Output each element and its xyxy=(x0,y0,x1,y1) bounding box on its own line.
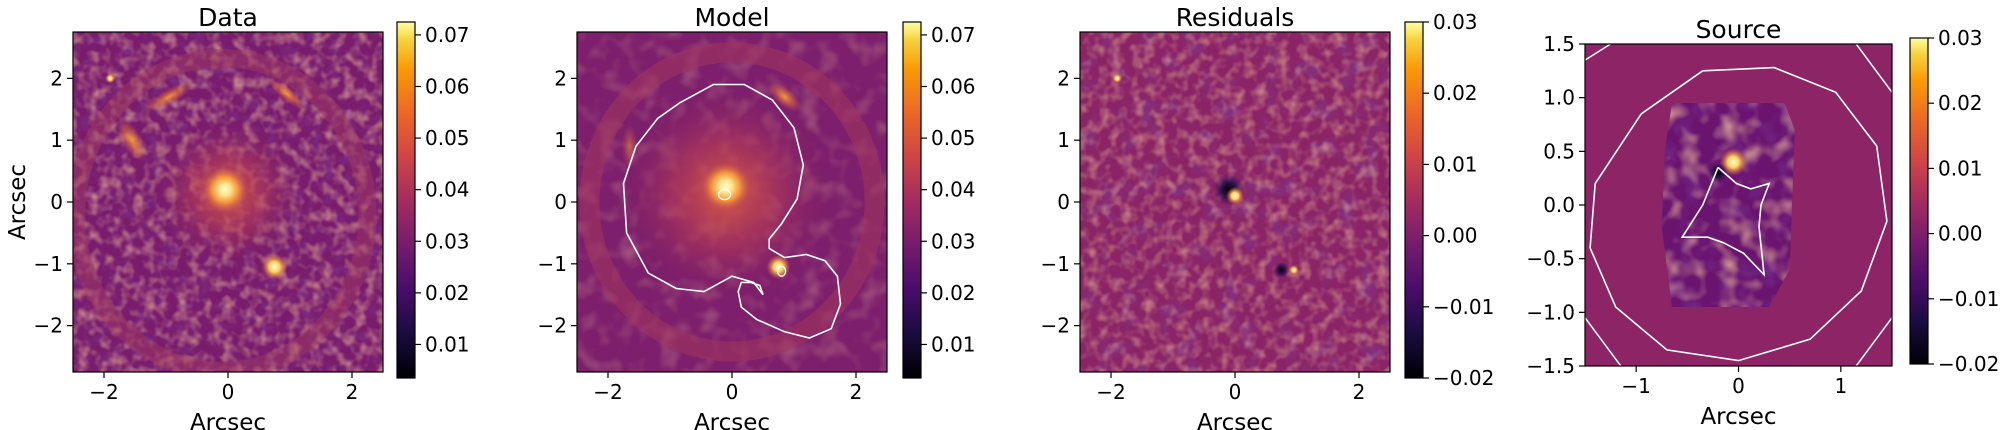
colorbar-tick-label: 0.05 xyxy=(425,126,470,150)
colorbar-tick-label: 0.00 xyxy=(1433,224,1478,248)
inner-caustic xyxy=(1680,166,1771,278)
y-tick-label: 2 xyxy=(50,66,63,90)
colorbar-tick-label: 0.07 xyxy=(931,23,976,47)
colorbar-tick-label: 0.02 xyxy=(931,281,976,305)
colorbar-tick-label: −0.02 xyxy=(1433,366,1494,390)
y-tick-label: 1 xyxy=(554,128,567,152)
y-tick-label: −1.0 xyxy=(1526,300,1575,324)
x-tick-label: 0 xyxy=(726,380,739,404)
colorbar-tick-label: 0.01 xyxy=(1433,152,1478,176)
x-tick-label: −2 xyxy=(89,380,118,404)
y-tick-label: 0 xyxy=(554,190,567,214)
x-tick-label: −2 xyxy=(1096,380,1125,404)
y-tick-label: 1 xyxy=(50,128,63,152)
colorbar-tick-label: 0.02 xyxy=(1433,81,1478,105)
colorbar-tick-label: 0.02 xyxy=(1938,91,1983,115)
colorbar-tick-label: 0.03 xyxy=(1433,10,1478,34)
x-tick-label: 0 xyxy=(1229,380,1242,404)
caustic-corner-line xyxy=(1585,44,1611,61)
colorbar-tick-label: 0.01 xyxy=(1938,156,1983,180)
colorbar-tick-label: −0.01 xyxy=(1938,287,1999,311)
colorbar-tick-label: 0.05 xyxy=(931,126,976,150)
inner-critical-curve xyxy=(717,188,732,201)
colorbar-gradient xyxy=(902,21,922,379)
colorbar-tick-label: 0.04 xyxy=(425,178,470,202)
y-tick-label: −2 xyxy=(34,314,63,338)
image-residuals xyxy=(1080,32,1390,372)
image-model xyxy=(577,32,887,372)
colorbar-tick-label: 0.03 xyxy=(1938,26,1983,50)
colorbar-tick-label: 0.02 xyxy=(425,281,470,305)
x-tick-label: −2 xyxy=(593,380,622,404)
colorbar-tick-label: −0.02 xyxy=(1938,352,1999,376)
y-axis-label: Arcsec xyxy=(5,164,31,240)
colorbar-gradient xyxy=(1909,37,1929,365)
colorbar-tick-label: −0.01 xyxy=(1433,295,1494,319)
y-tick-label: 0.0 xyxy=(1543,193,1575,217)
colorbar: −0.02 −0.01 0.00 0.01 0.02 0.03 xyxy=(1909,26,1999,376)
colorbar-tick-label: 0.00 xyxy=(1938,222,1983,246)
satellite-critical-curve xyxy=(776,265,787,277)
y-tick-label: −1 xyxy=(538,252,567,276)
x-axis-label: Arcsec xyxy=(694,410,770,430)
panel-title: Residuals xyxy=(1176,3,1295,32)
y-tick-label: 2 xyxy=(554,66,567,90)
y-tick-label: −2 xyxy=(1041,314,1070,338)
critical-curve xyxy=(622,83,842,339)
colorbar-tick-label: 0.07 xyxy=(425,23,470,47)
panel-title: Model xyxy=(694,3,769,32)
colorbar-gradient xyxy=(396,21,416,379)
image-source xyxy=(1585,44,1892,366)
colorbar-gradient xyxy=(1404,21,1424,379)
colorbar-tick-label: 0.03 xyxy=(931,229,976,253)
caustic-corner-line xyxy=(1855,44,1892,93)
y-tick-label: 1.5 xyxy=(1543,32,1575,56)
y-tick-label: −1.5 xyxy=(1526,354,1575,378)
panel-residuals: −2 0 2 −2 −1 0 1 2 Residuals Arcsec −0.02 −0.01 0.00… xyxy=(1041,3,1495,430)
colorbar: −0.02 −0.01 0.00 0.01 0.02 0.03 xyxy=(1404,10,1494,390)
y-tick-label: 0.5 xyxy=(1543,139,1575,163)
y-tick-label: −1 xyxy=(1041,252,1070,276)
x-tick-label: 0 xyxy=(222,380,235,404)
panel-title: Data xyxy=(198,3,258,32)
y-tick-label: −0.5 xyxy=(1526,247,1575,271)
outer-caustic xyxy=(1589,66,1888,362)
colorbar-tick-label: 0.04 xyxy=(931,178,976,202)
panel-data: −2 0 2−2−1012DataArcsecArcsec0.010.020.030… xyxy=(5,3,470,430)
caustic-corner-line xyxy=(1585,317,1622,366)
image-data xyxy=(73,32,383,372)
colorbar: 0.01 0.02 0.03 0.04 0.05 0.06 0.07 xyxy=(396,21,470,379)
colorbar-tick-label: 0.06 xyxy=(425,74,470,98)
panel-model: −2 0 2−2−1012ModelArcsec0.010.020.030.040.… xyxy=(538,3,976,430)
x-axis-label: Arcsec xyxy=(190,410,266,430)
y-tick-label: 0 xyxy=(1057,190,1070,214)
y-tick-label: −1 xyxy=(34,252,63,276)
y-tick-label: −2 xyxy=(538,314,567,338)
x-tick-label: 1 xyxy=(1834,374,1847,398)
x-tick-label: 2 xyxy=(850,380,863,404)
y-tick-label: 1.0 xyxy=(1543,86,1575,110)
panel-title: Source xyxy=(1696,15,1782,44)
colorbar: 0.01 0.02 0.03 0.04 0.05 0.06 0.07 xyxy=(902,21,976,379)
x-axis-label: Arcsec xyxy=(1197,410,1273,430)
x-tick-label: 2 xyxy=(346,380,359,404)
panel-source: −1 0 1 −1.5 −1.0 −0.5 0.0 0.5 1.0 1.5 Source Arcsec… xyxy=(1526,15,1999,430)
x-tick-label: 0 xyxy=(1732,374,1745,398)
colorbar-tick-label: 0.03 xyxy=(425,229,470,253)
colorbar-tick-label: 0.01 xyxy=(931,332,976,356)
caustic-corner-line xyxy=(1855,317,1892,366)
x-tick-label: 2 xyxy=(1353,380,1366,404)
y-tick-label: 0 xyxy=(50,190,63,214)
y-tick-label: 2 xyxy=(1057,66,1070,90)
colorbar-tick-label: 0.01 xyxy=(425,332,470,356)
colorbar-tick-label: 0.06 xyxy=(931,74,976,98)
y-tick-label: 1 xyxy=(1057,128,1070,152)
x-axis-label: Arcsec xyxy=(1700,404,1776,430)
x-tick-label: −1 xyxy=(1621,374,1650,398)
